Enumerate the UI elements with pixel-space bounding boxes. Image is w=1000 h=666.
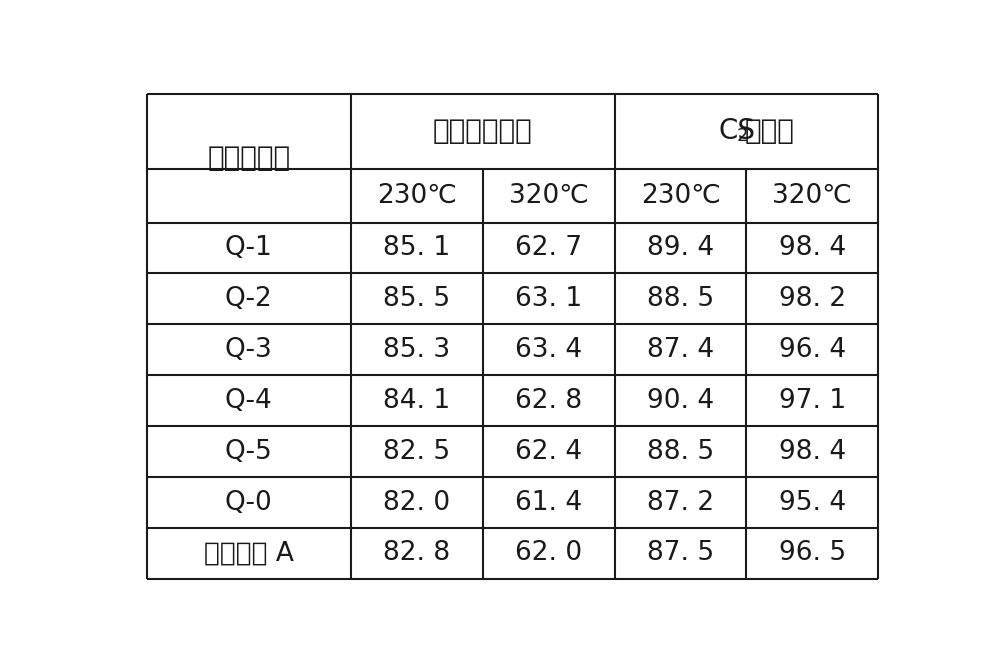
- Text: Q-0: Q-0: [225, 490, 273, 515]
- Text: 96. 4: 96. 4: [779, 337, 846, 363]
- Text: 工业样品 A: 工业样品 A: [204, 540, 294, 566]
- Text: 84. 1: 84. 1: [383, 388, 450, 414]
- Text: 98. 4: 98. 4: [779, 235, 846, 261]
- Text: Q-5: Q-5: [225, 439, 273, 465]
- Text: 82. 5: 82. 5: [383, 439, 450, 465]
- Text: Q-2: Q-2: [225, 286, 273, 312]
- Text: 320℃: 320℃: [509, 182, 589, 208]
- Text: 62. 4: 62. 4: [515, 439, 582, 465]
- Text: 62. 7: 62. 7: [515, 235, 582, 261]
- Text: 2: 2: [736, 127, 748, 145]
- Text: 85. 1: 85. 1: [383, 235, 450, 261]
- Text: 催化剂编号: 催化剂编号: [207, 144, 290, 172]
- Text: 82. 8: 82. 8: [383, 540, 450, 566]
- Text: 96. 5: 96. 5: [779, 540, 846, 566]
- Text: 97. 1: 97. 1: [779, 388, 846, 414]
- Text: 87. 2: 87. 2: [647, 490, 714, 515]
- Text: 61. 4: 61. 4: [515, 490, 582, 515]
- Text: CS: CS: [719, 117, 756, 145]
- Text: 克劳斯转化率: 克劳斯转化率: [433, 117, 533, 145]
- Text: 87. 5: 87. 5: [647, 540, 714, 566]
- Text: 98. 4: 98. 4: [779, 439, 846, 465]
- Text: 90. 4: 90. 4: [647, 388, 714, 414]
- Text: 88. 5: 88. 5: [647, 286, 714, 312]
- Text: 62. 8: 62. 8: [515, 388, 582, 414]
- Text: 230℃: 230℃: [641, 182, 721, 208]
- Text: 82. 0: 82. 0: [383, 490, 450, 515]
- Text: 230℃: 230℃: [377, 182, 457, 208]
- Text: Q-1: Q-1: [225, 235, 273, 261]
- Text: 320℃: 320℃: [772, 182, 852, 208]
- Text: Q-4: Q-4: [225, 388, 273, 414]
- Text: 63. 1: 63. 1: [515, 286, 582, 312]
- Text: 89. 4: 89. 4: [647, 235, 714, 261]
- Text: 88. 5: 88. 5: [647, 439, 714, 465]
- Text: 95. 4: 95. 4: [779, 490, 846, 515]
- Text: 85. 5: 85. 5: [383, 286, 450, 312]
- Text: 63. 4: 63. 4: [515, 337, 582, 363]
- Text: 转化率: 转化率: [744, 117, 794, 145]
- Text: 87. 4: 87. 4: [647, 337, 714, 363]
- Text: 62. 0: 62. 0: [515, 540, 582, 566]
- Text: 85. 3: 85. 3: [383, 337, 450, 363]
- Text: 98. 2: 98. 2: [779, 286, 846, 312]
- Text: Q-3: Q-3: [225, 337, 273, 363]
